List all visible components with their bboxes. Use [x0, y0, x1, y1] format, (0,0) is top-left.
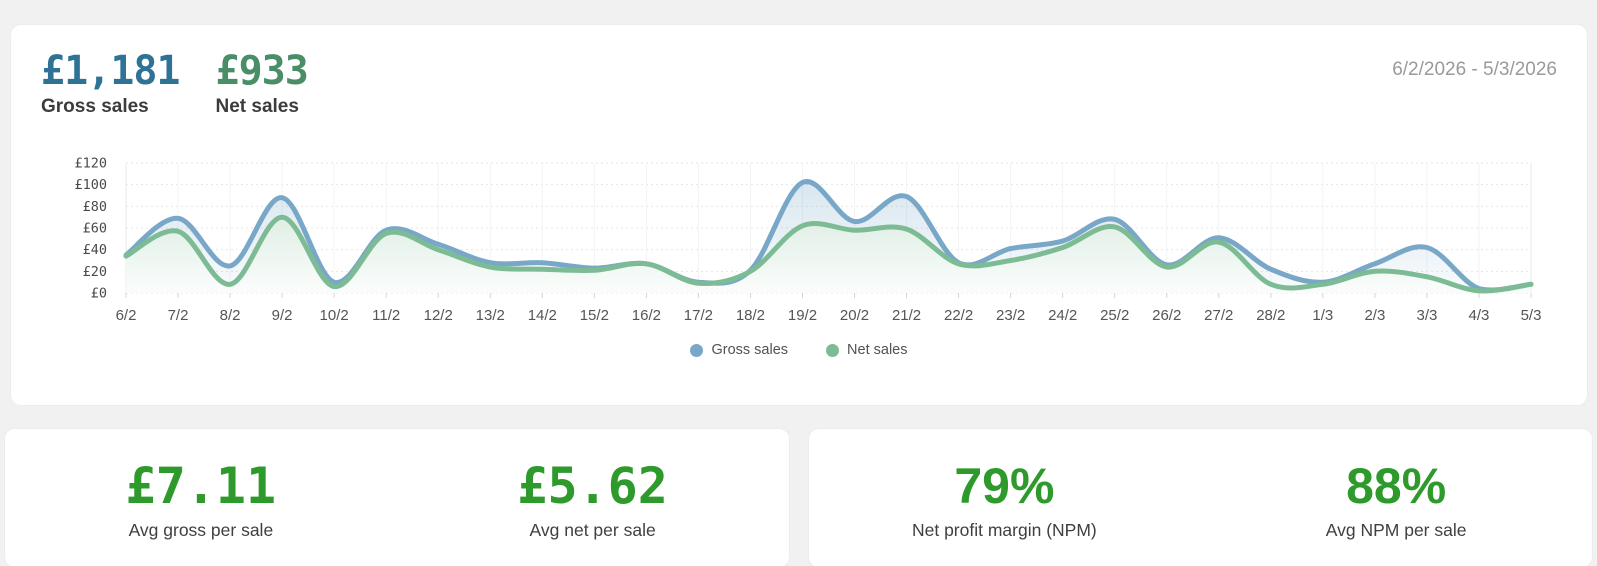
svg-text:18/2: 18/2: [736, 307, 765, 324]
net-profit-margin-value: 79%: [954, 457, 1055, 514]
gross-sales-label: Gross sales: [41, 96, 149, 117]
svg-text:£80: £80: [83, 199, 107, 215]
svg-text:£120: £120: [74, 156, 107, 172]
svg-text:£0: £0: [91, 286, 107, 302]
avg-net-per-sale-value: £5.62: [517, 456, 668, 515]
gross-sales-value: £1,181: [41, 48, 180, 94]
svg-text:14/2: 14/2: [528, 307, 557, 324]
net-sales-value: £933: [215, 48, 309, 94]
legend-item-net-sales[interactable]: Net sales: [826, 342, 908, 358]
net-series-dot-icon: [826, 343, 840, 357]
svg-text:5/3: 5/3: [1521, 307, 1542, 324]
svg-text:£40: £40: [83, 242, 107, 258]
svg-text:13/2: 13/2: [476, 307, 505, 324]
sales-overview-card: £1,181 Gross sales £933 Net sales 6/2/20…: [10, 24, 1588, 406]
svg-text:10/2: 10/2: [320, 307, 349, 324]
net-series-legend-label: Net sales: [847, 342, 908, 358]
chart-legend: Gross sales Net sales: [11, 342, 1587, 358]
svg-text:25/2: 25/2: [1100, 307, 1129, 324]
svg-text:£100: £100: [74, 177, 107, 193]
net-profit-margin-stat: 79% Net profit margin (NPM): [809, 429, 1201, 566]
svg-text:4/3: 4/3: [1469, 307, 1490, 324]
avg-gross-per-sale-stat: £7.11 Avg gross per sale: [5, 429, 397, 566]
svg-text:2/3: 2/3: [1364, 307, 1385, 324]
avg-gross-per-sale-value: £7.11: [125, 456, 277, 515]
avg-npm-per-sale-value: 88%: [1346, 457, 1447, 514]
avg-net-per-sale-stat: £5.62 Avg net per sale: [397, 429, 789, 566]
net-sales-label: Net sales: [215, 96, 299, 117]
gross-series-legend-label: Gross sales: [711, 342, 789, 358]
net-sales-stat: £933 Net sales: [215, 48, 309, 118]
svg-text:£20: £20: [83, 264, 107, 280]
avg-npm-per-sale-stat: 88% Avg NPM per sale: [1200, 429, 1592, 566]
sales-dashboard: £1,181 Gross sales £933 Net sales 6/2/20…: [0, 24, 1597, 566]
svg-text:11/2: 11/2: [372, 307, 400, 324]
svg-text:24/2: 24/2: [1048, 307, 1077, 324]
gross-sales-stat: £1,181 Gross sales: [41, 49, 180, 118]
legend-item-gross-sales[interactable]: Gross sales: [690, 342, 788, 358]
svg-text:3/3: 3/3: [1416, 307, 1437, 324]
svg-text:26/2: 26/2: [1152, 307, 1181, 324]
svg-text:15/2: 15/2: [580, 307, 609, 324]
svg-text:21/2: 21/2: [892, 307, 921, 324]
date-range-label: 6/2/2026 - 5/3/2026: [1392, 59, 1557, 80]
svg-text:16/2: 16/2: [632, 307, 661, 324]
svg-text:8/2: 8/2: [220, 307, 241, 324]
avg-gross-per-sale-label: Avg gross per sale: [128, 519, 274, 540]
headline-stats: £1,181 Gross sales £933 Net sales: [41, 48, 309, 118]
svg-text:12/2: 12/2: [424, 307, 453, 324]
avg-net-per-sale-label: Avg net per sale: [529, 519, 656, 540]
margin-stats-card: 79% Net profit margin (NPM) 88% Avg NPM …: [807, 428, 1593, 566]
svg-text:7/2: 7/2: [168, 307, 189, 324]
sales-chart: £0 £20 £40 £60 £80 £100 £120 6/2 7/2 8/2 9/2 10/2 11…: [11, 150, 1587, 330]
bottom-stats-row: £7.11 Avg gross per sale £5.62 Avg net p…: [4, 428, 1593, 566]
svg-text:23/2: 23/2: [996, 307, 1025, 324]
svg-text:£60: £60: [83, 221, 107, 237]
gross-series-dot-icon: [690, 343, 704, 357]
svg-text:17/2: 17/2: [684, 307, 713, 324]
sales-area-chart: £0 £20 £40 £60 £80 £100 £120 6/2 7/2 8/2 9/2 10/2 11…: [74, 156, 1542, 325]
svg-text:9/2: 9/2: [272, 307, 293, 324]
svg-text:19/2: 19/2: [788, 307, 817, 324]
avg-npm-per-sale-label: Avg NPM per sale: [1325, 519, 1467, 540]
net-profit-margin-label: Net profit margin (NPM): [911, 519, 1097, 540]
svg-text:6/2: 6/2: [116, 307, 137, 324]
per-sale-averages-card: £7.11 Avg gross per sale £5.62 Avg net p…: [4, 428, 790, 566]
svg-text:27/2: 27/2: [1204, 307, 1233, 324]
svg-text:20/2: 20/2: [840, 307, 869, 324]
svg-text:1/3: 1/3: [1312, 307, 1333, 324]
overview-header: £1,181 Gross sales £933 Net sales 6/2/20…: [11, 25, 1587, 118]
svg-text:22/2: 22/2: [944, 307, 973, 324]
svg-text:28/2: 28/2: [1256, 307, 1285, 324]
